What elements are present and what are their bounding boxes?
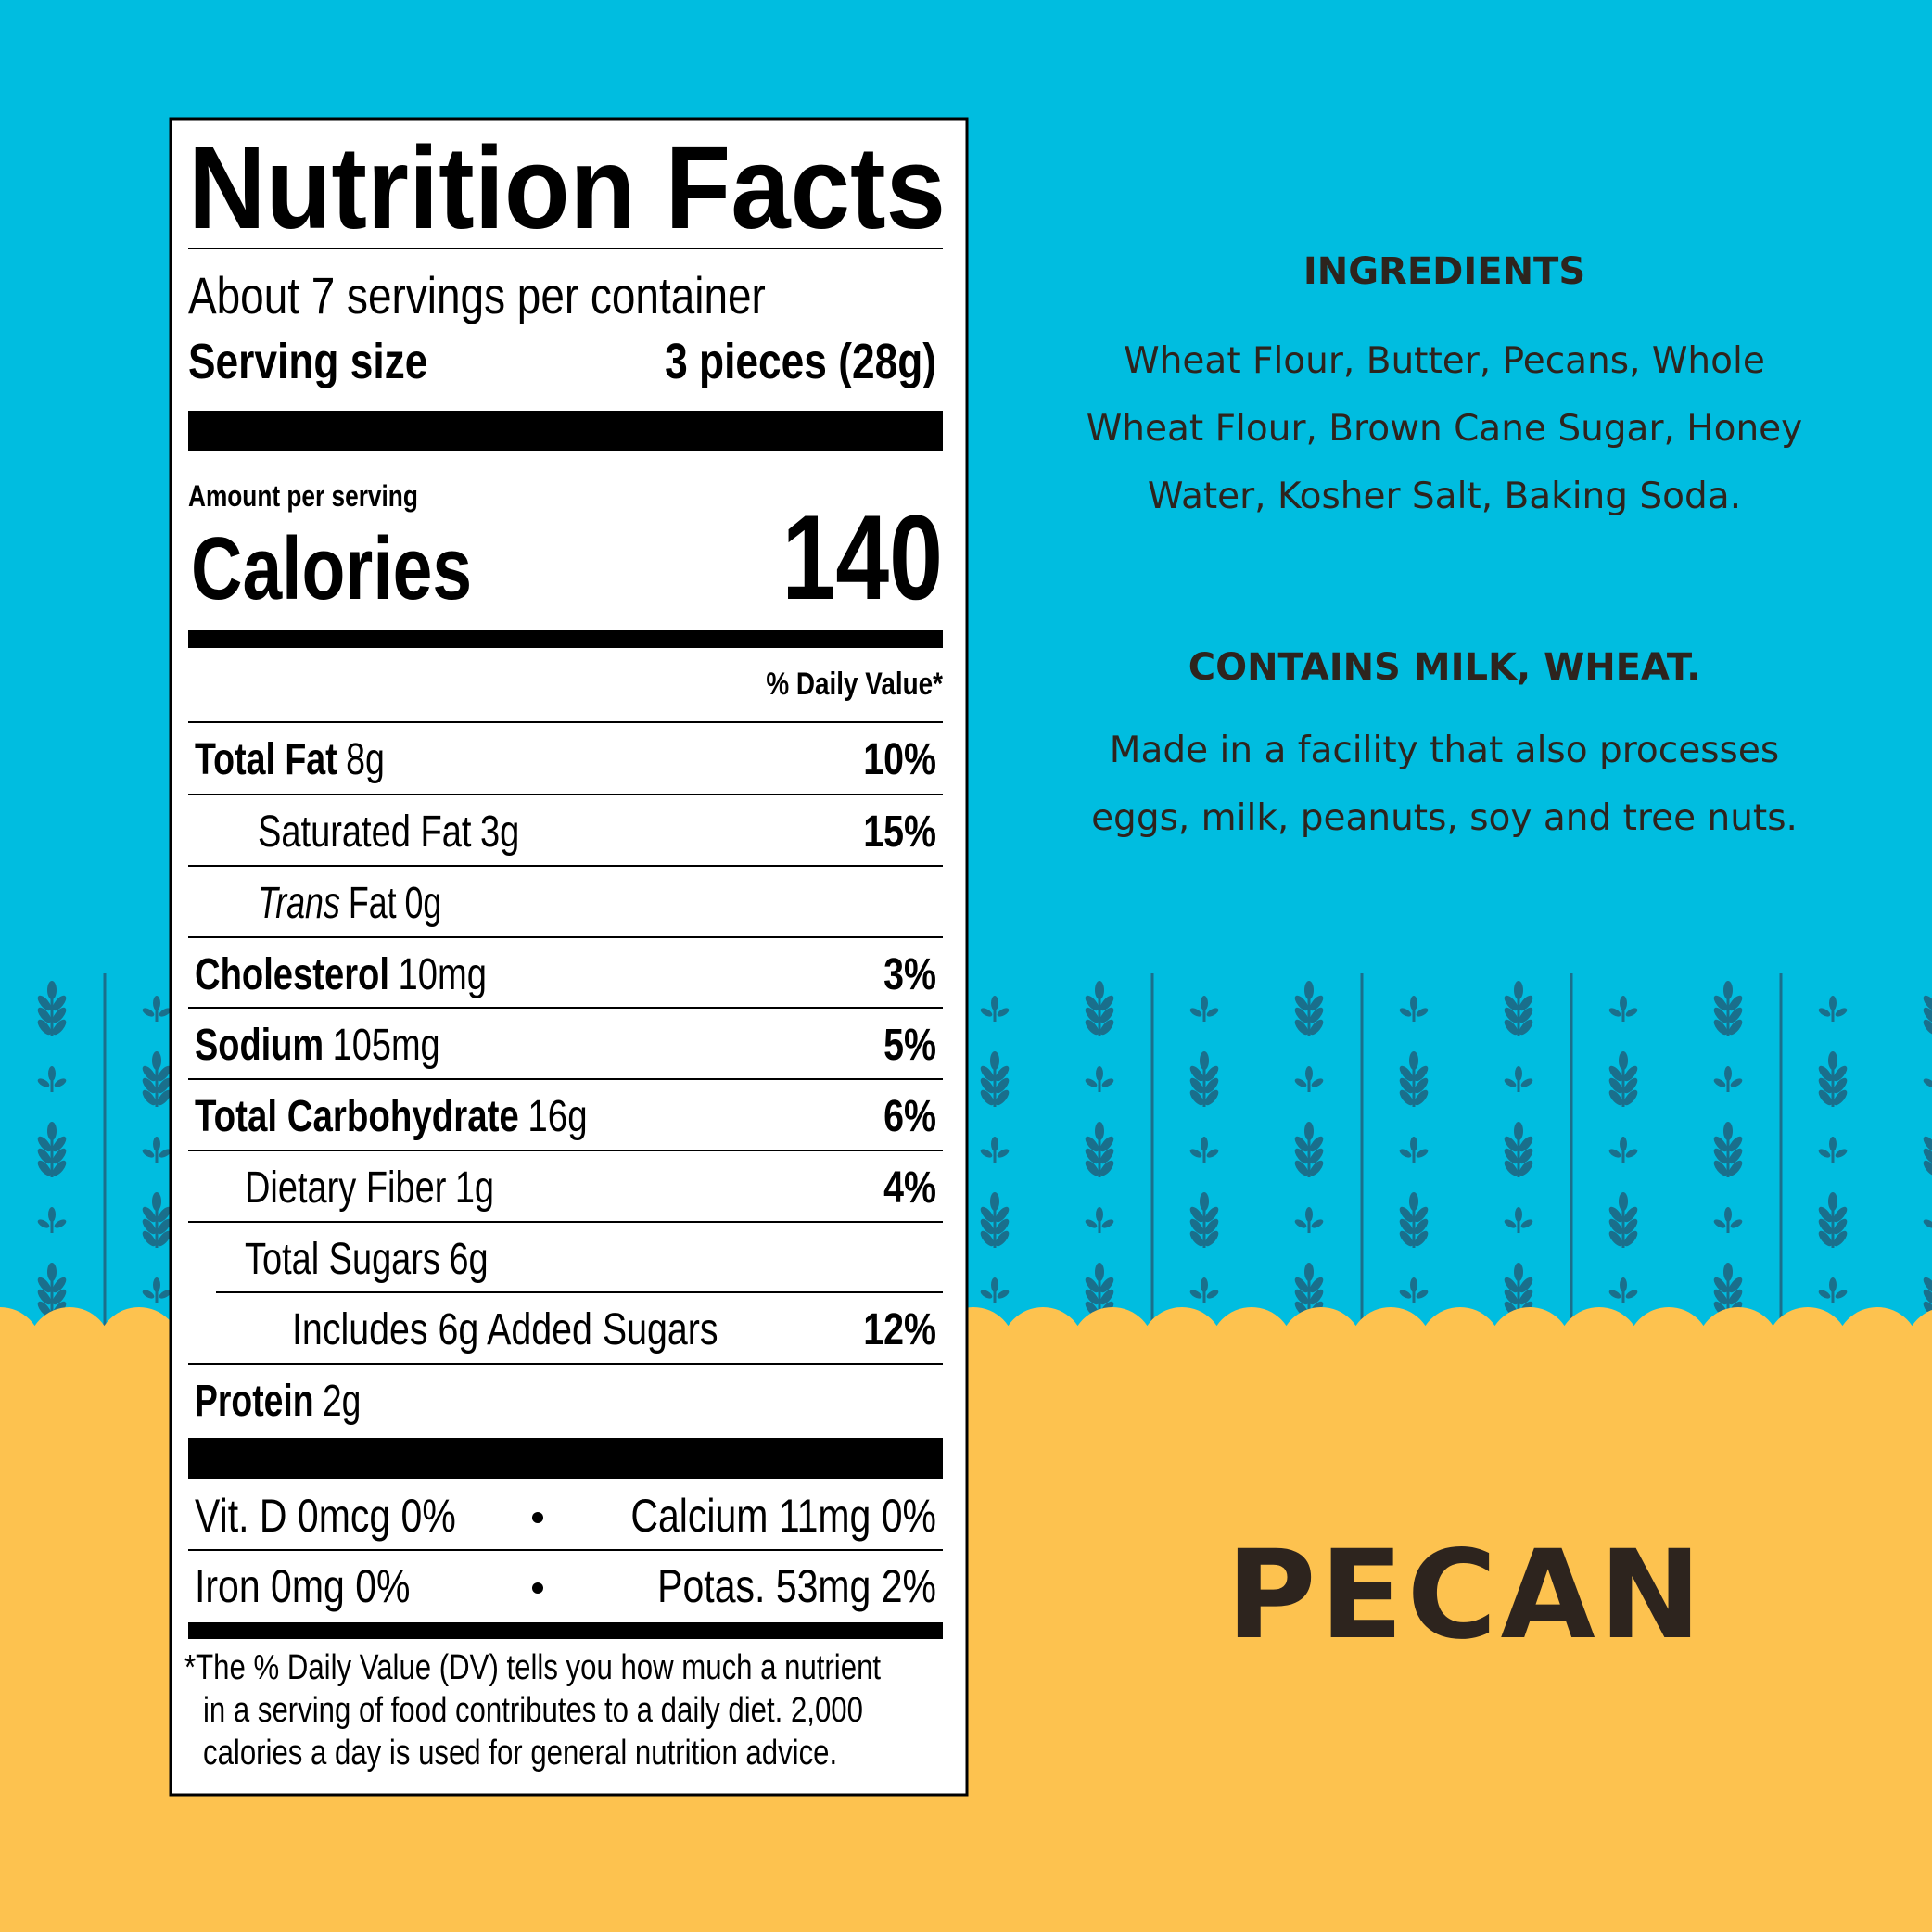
title: Nutrition Facts	[188, 122, 946, 253]
allergens-line: eggs, milk, peanuts, soy and tree nuts.	[1091, 797, 1798, 839]
calories-label: Calories	[191, 519, 472, 618]
row-dv: 5%	[883, 1021, 936, 1070]
row-amount: 16g	[527, 1092, 587, 1141]
vitamin: Calcium 11mg 0%	[630, 1490, 936, 1542]
row-amount: 2g	[323, 1377, 362, 1426]
row-name: Total Fat	[195, 735, 337, 784]
footnote: calories a day is used for general nutri…	[203, 1734, 837, 1773]
amount-per-serving: Amount per serving	[188, 479, 418, 513]
allergens-heading: CONTAINS MILK, WHEAT.	[1188, 646, 1701, 689]
row-name: Cholesterol	[195, 950, 389, 999]
rule	[188, 936, 943, 938]
row-amount: 3g	[480, 807, 519, 857]
row-name: Total Carbohydrate	[195, 1092, 519, 1141]
row-text: Total Sugars6g	[245, 1235, 489, 1284]
row-amount: 8g	[346, 735, 385, 784]
rule	[188, 721, 943, 723]
rule	[188, 1007, 943, 1009]
bullet	[532, 1582, 543, 1594]
nutrition-content: Nutrition Facts About 7 servings per cont…	[184, 122, 946, 1773]
bullet	[532, 1512, 543, 1523]
row-name: Protein	[195, 1377, 314, 1426]
row-dv: 15%	[863, 807, 936, 857]
allergens-line: Made in a facility that also processes	[1110, 730, 1779, 771]
ingredients-line: Water, Kosher Salt, Baking Soda.	[1148, 476, 1741, 517]
vitamin: Potas. 53mg 2%	[657, 1560, 936, 1612]
vitamin: Iron 0mg 0%	[195, 1560, 410, 1612]
rule	[188, 1078, 943, 1080]
row-text: Includes 6g Added Sugars	[292, 1305, 718, 1354]
row-amount: 105mg	[333, 1021, 440, 1070]
row-text: Dietary Fiber1g	[245, 1163, 494, 1213]
row-name: Saturated Fat	[258, 807, 471, 857]
calories-value: 140	[782, 489, 943, 625]
rule	[216, 1291, 943, 1293]
rule	[188, 865, 943, 867]
ingredients-line: Wheat Flour, Brown Cane Sugar, Honey	[1087, 408, 1803, 450]
row-name: Sodium	[195, 1021, 324, 1070]
row-text: TransFat0g	[258, 879, 441, 928]
rule	[188, 411, 943, 451]
serving-size-label: Serving size	[188, 334, 427, 389]
rule	[188, 248, 943, 249]
row-name: Total Sugars	[245, 1235, 440, 1284]
row-amount: 0g	[405, 879, 442, 928]
row-dv: 3%	[883, 950, 936, 999]
ingredients-heading: INGREDIENTS	[1303, 250, 1585, 293]
row-text: Total Fat8g	[195, 735, 385, 784]
flavor-name: PECAN	[1227, 1524, 1705, 1667]
servings: About 7 servings per container	[188, 266, 766, 324]
dv-header: % Daily Value*	[766, 667, 943, 702]
rule	[188, 1438, 943, 1479]
row-name: Dietary Fiber	[245, 1163, 446, 1213]
row-text: Cholesterol10mg	[195, 950, 487, 999]
rule	[188, 1150, 943, 1151]
row-text: Sodium105mg	[195, 1021, 440, 1070]
row-text: Saturated Fat3g	[258, 807, 519, 857]
vitamin: Vit. D 0mcg 0%	[195, 1490, 456, 1542]
row-text: Total Carbohydrate16g	[195, 1092, 588, 1141]
footnote: *The % Daily Value (DV) tells you how mu…	[184, 1648, 881, 1687]
row-amount: 10mg	[399, 950, 487, 999]
rule	[188, 1549, 943, 1551]
row-name: Fat	[349, 879, 397, 928]
row-amount: 1g	[455, 1163, 494, 1213]
ingredients-line: Wheat Flour, Butter, Pecans, Whole	[1124, 340, 1765, 382]
row-dv: 12%	[863, 1305, 936, 1354]
row-dv: 4%	[883, 1163, 936, 1213]
nutrition-label	[169, 117, 969, 1797]
serving-size: 3 pieces (28g)	[665, 334, 936, 389]
rule	[188, 1221, 943, 1223]
rule	[188, 794, 943, 795]
footnote: in a serving of food contributes to a da…	[203, 1691, 863, 1730]
rule	[188, 1622, 943, 1639]
row-dv: 6%	[883, 1092, 936, 1141]
rule	[188, 630, 943, 648]
row-text: Protein2g	[195, 1377, 361, 1426]
row-name: Includes 6g Added Sugars	[292, 1305, 718, 1354]
row-amount: 6g	[449, 1235, 488, 1284]
rule	[188, 1363, 943, 1365]
ingredients-panel: INGREDIENTS Wheat Flour, Butter, Pecans, …	[1087, 250, 1803, 1667]
row-dv: 10%	[863, 735, 936, 784]
row-name-italic: Trans	[258, 879, 340, 928]
